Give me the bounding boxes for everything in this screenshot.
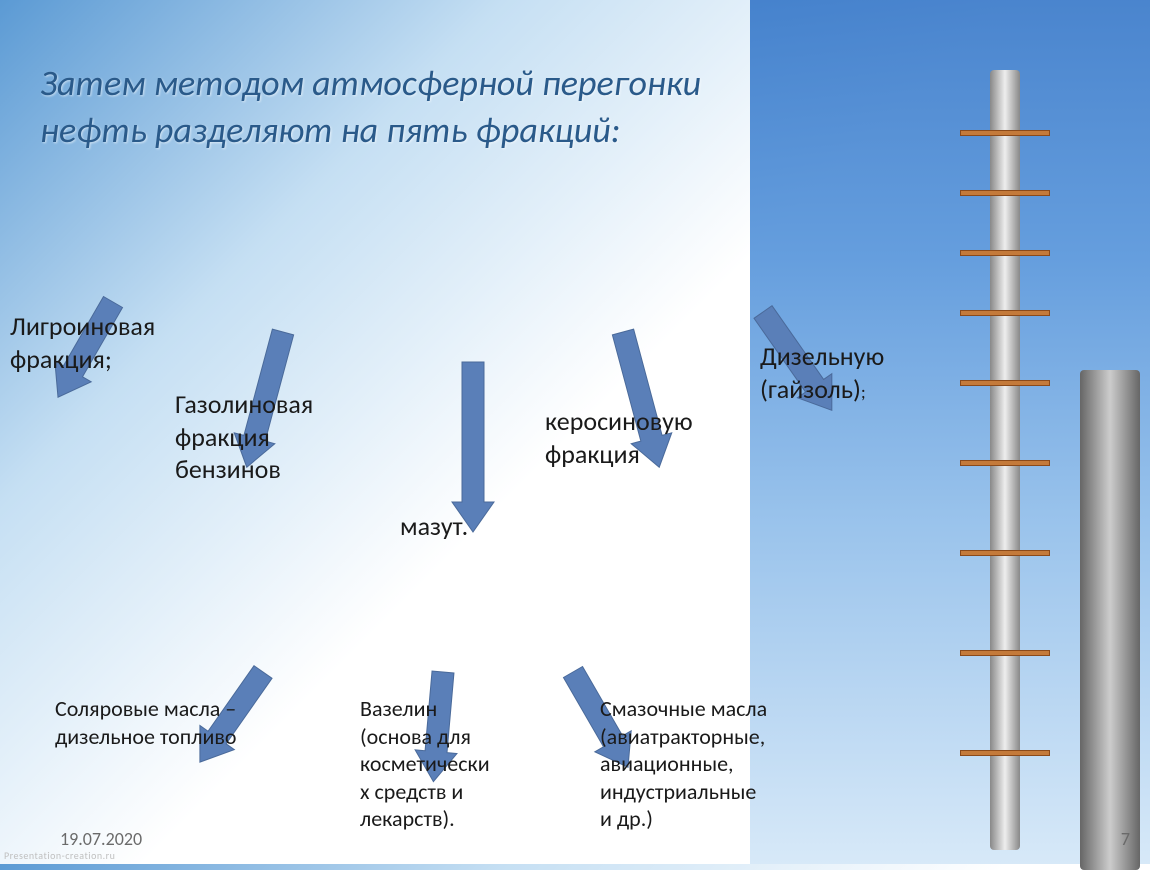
text: (основа для — [360, 723, 471, 750]
text: и др.) — [600, 805, 653, 832]
slide-title: Затем методом атмосферной перегонки нефт… — [40, 60, 860, 154]
fraction-mazut: мазут. — [400, 510, 468, 543]
arrow-icon — [90, 190, 136, 304]
text: фракция — [545, 438, 640, 470]
product-lubricants: Смазочные масла (авиатракторные, авиацио… — [600, 695, 767, 833]
arrow-icon — [420, 560, 466, 674]
arrow-icon — [450, 190, 496, 364]
text: Лигроиновая — [10, 310, 155, 342]
title-line-1: Затем методом атмосферной перегонки — [40, 61, 701, 105]
arrow-icon — [550, 560, 596, 674]
text: бензинов — [175, 453, 281, 485]
footer-date: 19.07.2020 — [60, 828, 142, 850]
fraction-gasoline: Газолиновая фракция бензинов — [175, 388, 313, 486]
text: х средств и — [360, 778, 463, 805]
text: авиационные, — [600, 750, 734, 777]
text: Вазелин — [360, 695, 437, 722]
text: Дизельную — [760, 340, 884, 372]
arrow-icon — [600, 190, 646, 334]
text: фракция; — [10, 343, 112, 375]
text: Соляровые масла – — [55, 695, 236, 722]
footer-page-number: 7 — [1121, 828, 1130, 850]
fraction-ligroin: Лигроиновая фракция; — [10, 310, 155, 375]
text: (гайзоль) — [760, 373, 861, 405]
fraction-kerosene: керосиновую фракция — [545, 405, 693, 470]
text: мазут. — [400, 510, 468, 542]
text: дизельное топливо — [55, 723, 236, 750]
text: косметически — [360, 750, 490, 777]
text: Газолиновая — [175, 388, 313, 420]
arrow-icon — [260, 190, 306, 334]
text: фракция — [175, 421, 270, 453]
title-line-2: нефть разделяют на пять фракций: — [40, 108, 621, 152]
product-vaseline: Вазелин (основа для косметически х средс… — [360, 695, 490, 833]
text: лекарств). — [360, 805, 455, 832]
product-solar-oil: Соляровые масла – дизельное топливо — [55, 695, 236, 750]
text: Смазочные масла — [600, 695, 767, 722]
watermark: Presentation-creation.ru — [4, 849, 115, 862]
text: индустриальные — [600, 778, 756, 805]
text: ; — [861, 381, 866, 403]
fraction-diesel: Дизельную (гайзоль); — [760, 340, 884, 405]
text: (авиатракторные, — [600, 723, 765, 750]
text: керосиновую — [545, 405, 693, 437]
arrow-icon — [240, 560, 286, 674]
arrow-icon — [740, 190, 786, 314]
